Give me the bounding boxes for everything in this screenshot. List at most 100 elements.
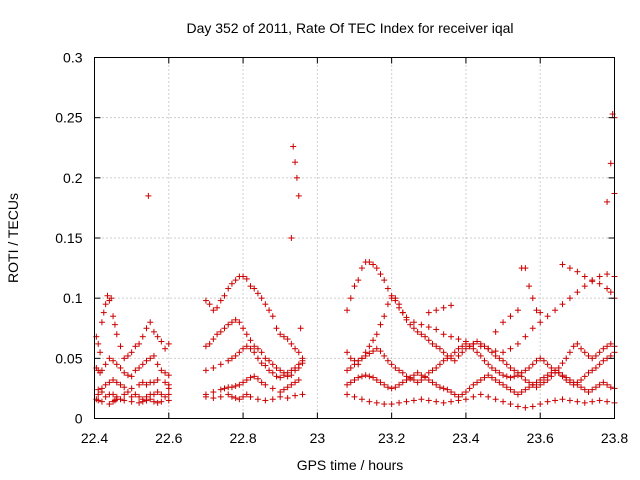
data-point [258, 295, 265, 302]
data-point [485, 393, 492, 400]
data-point [440, 331, 447, 338]
data-point [165, 372, 172, 379]
data-point [377, 321, 384, 328]
y-axis-label: ROTI / TECUs [5, 193, 21, 283]
data-point [102, 393, 109, 400]
data-point [500, 319, 507, 326]
data-point [269, 313, 276, 320]
data-point [585, 389, 592, 396]
data-point [280, 372, 287, 379]
data-point [433, 398, 440, 405]
data-point [247, 345, 254, 352]
data-point [477, 352, 484, 359]
data-point [470, 340, 477, 347]
data-point [459, 343, 466, 350]
data-point [165, 397, 172, 404]
data-point [451, 349, 458, 356]
data-point [136, 364, 143, 371]
data-point [210, 364, 217, 371]
data-point [344, 307, 351, 314]
data-point [254, 396, 261, 403]
y-tick-label: 0.15 [55, 230, 82, 246]
data-point [492, 376, 499, 383]
data-point [150, 391, 157, 398]
data-point [221, 385, 228, 392]
data-point [511, 367, 518, 374]
data-point [444, 386, 451, 393]
data-point [113, 331, 120, 338]
data-point [589, 355, 596, 362]
data-point [150, 352, 157, 359]
data-point [555, 369, 562, 376]
data-point [485, 345, 492, 352]
data-point [217, 328, 224, 335]
data-point [440, 304, 447, 311]
data-point [462, 389, 469, 396]
data-point [407, 321, 414, 328]
data-point [269, 361, 276, 368]
data-point [225, 391, 232, 398]
data-point [370, 348, 377, 355]
data-point [113, 379, 120, 386]
data-point [410, 325, 417, 332]
data-point [514, 372, 521, 379]
x-axis-label: GPS time / hours [297, 457, 404, 473]
data-point [154, 376, 161, 383]
data-point [106, 379, 113, 386]
data-point [269, 369, 276, 376]
data-point [514, 403, 521, 410]
data-point [418, 331, 425, 338]
data-point [533, 379, 540, 386]
data-point [392, 384, 399, 391]
y-tick-label: 0.3 [63, 50, 83, 66]
data-point [381, 313, 388, 320]
data-point [299, 391, 306, 398]
data-point [511, 373, 518, 380]
data-point [533, 357, 540, 364]
data-point [518, 389, 525, 396]
x-tick-label: 22.4 [81, 430, 108, 446]
data-point [262, 355, 269, 362]
data-point [403, 398, 410, 405]
data-point [425, 324, 432, 331]
data-point [381, 277, 388, 284]
data-point [433, 343, 440, 350]
data-point [240, 379, 247, 386]
data-point [295, 349, 302, 356]
data-point [243, 376, 250, 383]
data-point [154, 389, 161, 396]
data-point [566, 376, 573, 383]
data-point [232, 352, 239, 359]
data-point [154, 333, 161, 340]
data-point [158, 391, 165, 398]
data-point [466, 385, 473, 392]
data-point [121, 369, 128, 376]
data-point [388, 361, 395, 368]
data-point [388, 292, 395, 299]
data-point [507, 374, 514, 381]
data-point [581, 373, 588, 380]
data-point [607, 340, 614, 347]
data-point [440, 357, 447, 364]
data-point [436, 345, 443, 352]
data-point [251, 343, 258, 350]
data-point [448, 302, 455, 309]
data-point [511, 389, 518, 396]
data-point [589, 386, 596, 393]
data-point [384, 384, 391, 391]
data-point [124, 372, 131, 379]
x-tick-label: 22.8 [229, 430, 256, 446]
data-point [284, 395, 291, 402]
data-point [106, 401, 113, 408]
data-point [537, 355, 544, 362]
data-point [596, 280, 603, 287]
x-tick-label: 23.8 [601, 430, 628, 446]
data-point [158, 367, 165, 374]
data-point [600, 357, 607, 364]
data-point [373, 331, 380, 338]
data-point [347, 364, 354, 371]
data-point [377, 348, 384, 355]
data-point [440, 399, 447, 406]
data-point [366, 259, 373, 266]
x-axis-ticks: 22.4 22.6 22.8 23 23.2 23.4 23.6 23.8 [81, 57, 628, 446]
